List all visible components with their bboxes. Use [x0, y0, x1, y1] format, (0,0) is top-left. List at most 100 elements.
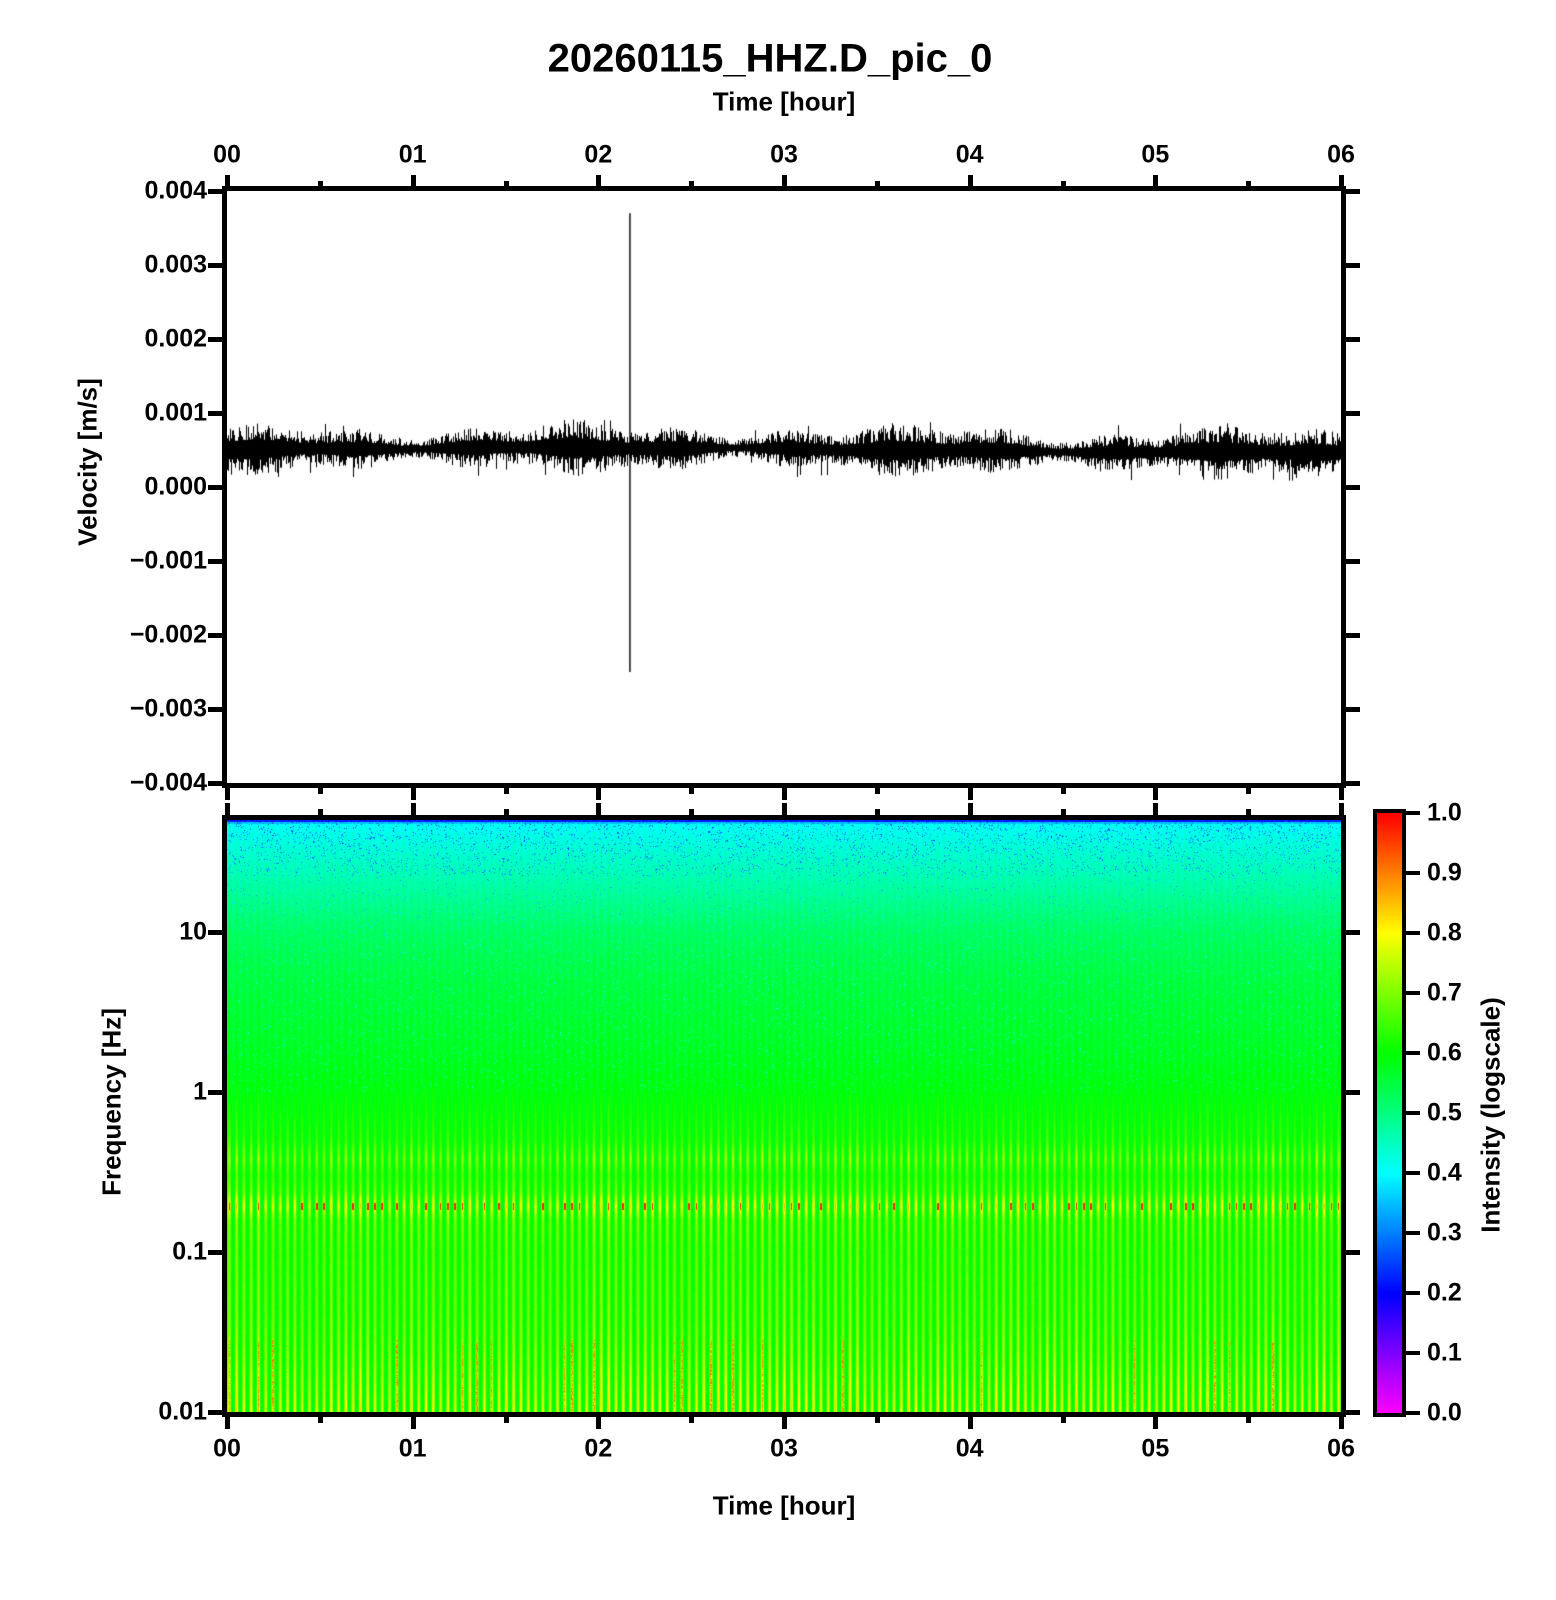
axis-tick [1061, 809, 1066, 817]
axis-tick [1246, 809, 1251, 817]
colorbar-tick-label: 0.3 [1427, 1218, 1462, 1247]
axis-tick [208, 189, 222, 194]
axis-tick [208, 337, 222, 342]
axis-tick [1339, 1415, 1344, 1429]
axis-tick [225, 786, 230, 800]
axis-tick [1246, 1415, 1251, 1423]
axis-tick [968, 175, 973, 189]
colorbar-tick-label: 0.7 [1427, 978, 1462, 1007]
axis-tick [1346, 559, 1360, 564]
top-time-tick-label: 00 [213, 140, 241, 169]
waveform-frame [222, 186, 1346, 788]
velocity-tick-label: 0.002 [144, 324, 207, 353]
top-axis-title: Time [hour] [712, 86, 856, 117]
axis-tick [782, 1415, 787, 1429]
axis-tick [1406, 871, 1420, 875]
frequency-tick-label: 0.1 [172, 1237, 207, 1266]
colorbar-tick-label: 0.8 [1427, 918, 1462, 947]
velocity-tick-label: 0.004 [144, 176, 207, 205]
axis-tick [1406, 1291, 1420, 1295]
axis-tick [1406, 1231, 1420, 1235]
axis-tick [1346, 337, 1360, 342]
axis-tick [1346, 189, 1360, 194]
axis-tick [1406, 1111, 1420, 1115]
axis-tick [1346, 1250, 1360, 1255]
axis-tick [1346, 263, 1360, 268]
bottom-axis-title: Time [hour] [712, 1490, 856, 1521]
colorbar-tick-label: 0.9 [1427, 858, 1462, 887]
axis-tick [225, 175, 230, 189]
axis-tick [1339, 175, 1344, 189]
axis-tick [1061, 1415, 1066, 1423]
axis-tick [1246, 786, 1251, 794]
axis-tick [318, 1415, 323, 1423]
colorbar-canvas [1377, 813, 1402, 1413]
axis-tick [875, 786, 880, 794]
axis-tick [208, 1090, 222, 1095]
axis-tick [1153, 803, 1158, 817]
axis-tick [225, 1415, 230, 1429]
axis-tick [1346, 485, 1360, 490]
axis-tick [782, 175, 787, 189]
colorbar-frame [1373, 809, 1406, 1417]
axis-tick [411, 786, 416, 800]
axis-tick [689, 809, 694, 817]
axis-tick [1406, 811, 1420, 815]
axis-tick [1406, 1411, 1420, 1415]
bottom-time-tick-label: 01 [398, 1434, 427, 1463]
bottom-time-tick-label: 00 [213, 1434, 241, 1463]
velocity-tick-label: −0.004 [129, 768, 207, 797]
frequency-tick-label: 10 [179, 917, 207, 946]
velocity-tick-label: 0.000 [144, 472, 207, 501]
axis-tick [504, 1415, 509, 1423]
axis-tick [411, 803, 416, 817]
top-time-tick-label: 05 [1141, 140, 1170, 169]
axis-tick [225, 803, 230, 817]
axis-tick [411, 1415, 416, 1429]
bottom-time-tick-label: 04 [955, 1434, 984, 1463]
page-title: 20260115_HHZ.D_pic_0 [547, 36, 993, 81]
axis-tick [689, 786, 694, 794]
velocity-tick-label: −0.002 [129, 620, 207, 649]
colorbar-tick-label: 0.6 [1427, 1038, 1462, 1067]
axis-tick [208, 485, 222, 490]
axis-tick [208, 1410, 222, 1415]
axis-tick [1246, 181, 1251, 189]
axis-tick [596, 803, 601, 817]
velocity-tick-label: 0.003 [144, 250, 207, 279]
axis-tick [208, 263, 222, 268]
axis-tick [1406, 1351, 1420, 1355]
axis-tick [689, 181, 694, 189]
axis-tick [1339, 803, 1344, 817]
colorbar-tick-label: 0.5 [1427, 1098, 1462, 1127]
frequency-tick-label: 1 [193, 1077, 207, 1106]
colorbar-tick-label: 0.2 [1427, 1278, 1462, 1307]
axis-tick [968, 1415, 973, 1429]
axis-tick [1346, 633, 1360, 638]
axis-tick [1346, 930, 1360, 935]
axis-tick [1339, 786, 1344, 800]
frequency-tick-label: 0.01 [158, 1397, 207, 1426]
axis-tick [1406, 931, 1420, 935]
velocity-tick-label: −0.001 [129, 546, 207, 575]
axis-tick [1061, 786, 1066, 794]
axis-tick [1406, 991, 1420, 995]
axis-tick [596, 175, 601, 189]
axis-tick [1346, 781, 1360, 786]
top-time-tick-label: 04 [955, 140, 984, 169]
axis-tick [208, 707, 222, 712]
colorbar-tick-label: 0.1 [1427, 1338, 1462, 1367]
axis-tick [208, 930, 222, 935]
axis-tick [689, 1415, 694, 1423]
bottom-time-tick-label: 06 [1327, 1434, 1355, 1463]
bottom-time-tick-label: 02 [584, 1434, 613, 1463]
axis-tick [208, 781, 222, 786]
axis-tick [318, 809, 323, 817]
spectrogram-frame [222, 815, 1346, 1417]
axis-tick [1153, 1415, 1158, 1429]
axis-tick [411, 175, 416, 189]
velocity-tick-label: 0.001 [144, 398, 207, 427]
axis-tick [318, 181, 323, 189]
axis-tick [596, 786, 601, 800]
